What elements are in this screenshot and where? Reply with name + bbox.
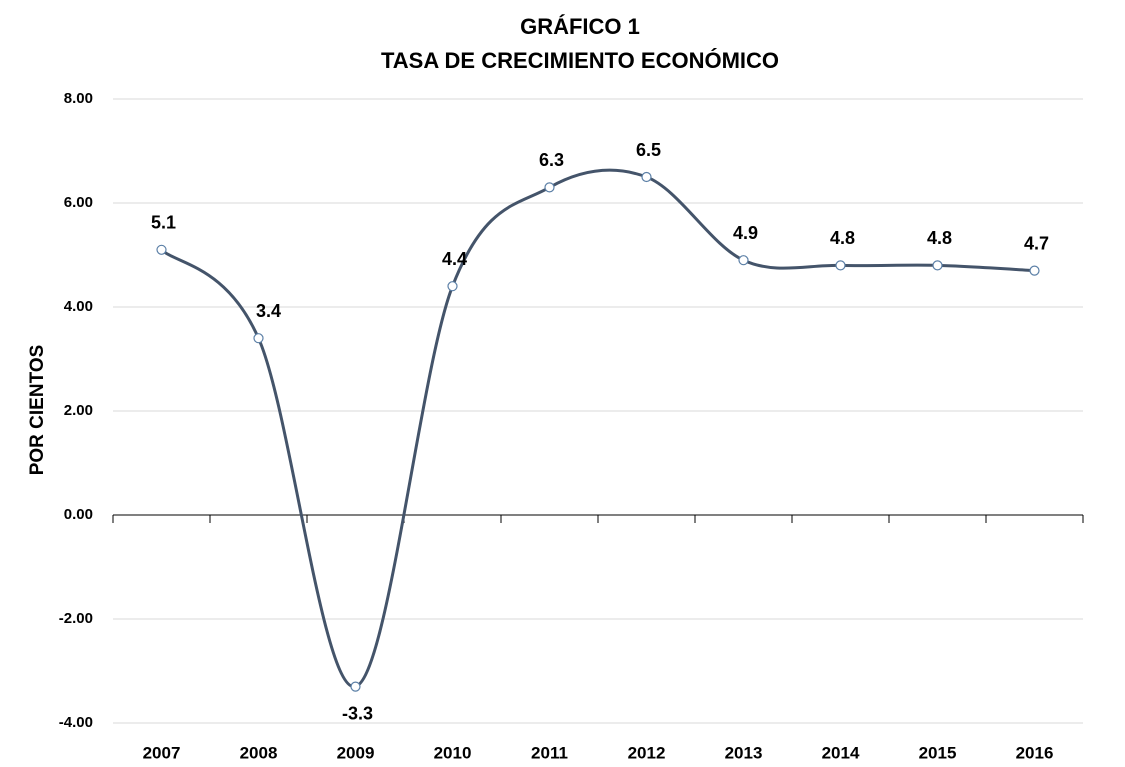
- marker: [544, 182, 555, 193]
- marker: [350, 681, 361, 692]
- y-tick-label: 0.00: [64, 506, 93, 523]
- x-tick-label: 2016: [1016, 743, 1054, 762]
- y-tick-label: 6.00: [64, 194, 93, 211]
- data-label: 4.8: [927, 228, 952, 248]
- x-tick-label: 2009: [337, 743, 375, 762]
- x-tick-label: 2011: [531, 743, 568, 762]
- y-tick-label: 2.00: [64, 402, 93, 419]
- x-tick-label: 2007: [143, 743, 181, 762]
- x-tick-label: 2014: [822, 743, 860, 762]
- marker: [738, 255, 749, 266]
- data-label: 4.4: [442, 249, 467, 269]
- chart-title: GRÁFICO 1: [520, 14, 640, 39]
- x-tick-label: 2015: [919, 743, 957, 762]
- y-tick-label: -2.00: [59, 610, 93, 627]
- data-label: 4.7: [1024, 233, 1049, 253]
- marker: [1029, 265, 1040, 276]
- y-tick-label: -4.00: [59, 714, 93, 731]
- data-label: 6.5: [636, 140, 661, 160]
- marker: [447, 281, 458, 292]
- x-tick-label: 2008: [240, 743, 278, 762]
- chart-subtitle: TASA DE CRECIMIENTO ECONÓMICO: [381, 48, 779, 73]
- marker: [835, 260, 846, 271]
- data-label: 3.4: [256, 301, 281, 321]
- y-axis-label: POR CIENTOS: [27, 345, 48, 476]
- marker: [932, 260, 943, 271]
- marker: [156, 244, 167, 255]
- data-label: 6.3: [539, 150, 564, 170]
- data-label: 4.9: [733, 223, 758, 243]
- marker: [253, 333, 264, 344]
- x-tick-label: 2012: [628, 743, 666, 762]
- data-label: 4.8: [830, 228, 855, 248]
- x-tick-label: 2013: [725, 743, 763, 762]
- y-tick-label: 8.00: [64, 90, 93, 107]
- x-tick-label: 2010: [434, 743, 472, 762]
- y-tick-label: 4.00: [64, 298, 93, 315]
- marker: [641, 171, 652, 183]
- data-label: -3.3: [342, 703, 373, 723]
- data-label: 5.1: [151, 213, 176, 233]
